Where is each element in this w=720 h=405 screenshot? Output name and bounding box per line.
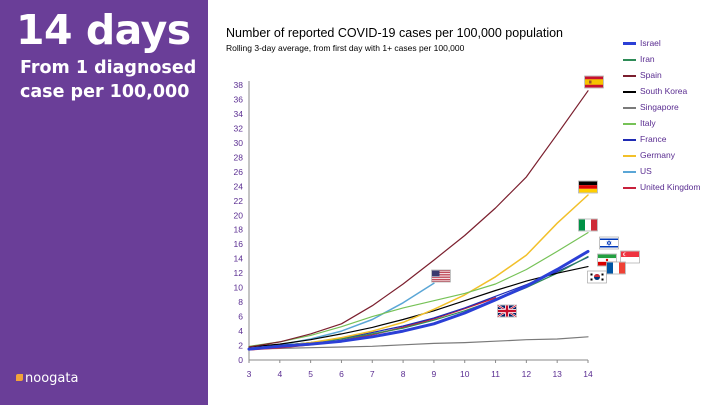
brand-name: noogata xyxy=(25,371,79,386)
uk-flag-icon xyxy=(497,304,517,318)
singapore-flag-icon xyxy=(620,250,640,264)
legend-label: US xyxy=(640,166,652,176)
y-tick-label: 0 xyxy=(238,355,243,365)
israel-flag-icon xyxy=(599,236,619,250)
y-tick-label: 26 xyxy=(234,167,244,177)
legend-item: Spain xyxy=(622,69,718,85)
y-tick-label: 34 xyxy=(234,109,244,119)
legend-swatch xyxy=(623,123,636,125)
x-tick-label: 6 xyxy=(339,369,344,379)
x-tick-label: 8 xyxy=(401,369,406,379)
legend-label: Singapore xyxy=(640,102,679,112)
legend-swatch xyxy=(623,139,636,141)
legend-swatch xyxy=(623,42,636,45)
x-tick-label: 7 xyxy=(370,369,375,379)
x-tick-label: 5 xyxy=(308,369,313,379)
series-line-iran xyxy=(248,255,589,349)
series-line-italy xyxy=(248,232,589,347)
legend-item: South Korea xyxy=(622,85,718,101)
legend-item: Israel xyxy=(622,37,718,53)
brand-logo: noogata xyxy=(16,371,78,386)
series-line-france xyxy=(248,256,589,349)
y-tick-label: 28 xyxy=(234,152,244,162)
title-panel: 14 days From 1 diagnosed case per 100,00… xyxy=(0,0,208,405)
y-tick-label: 12 xyxy=(234,268,244,278)
legend-label: South Korea xyxy=(640,86,688,96)
legend-label: Germany xyxy=(640,150,675,160)
legend-label: Israel xyxy=(640,38,661,48)
us-flag-icon xyxy=(431,269,451,283)
chart-title: Number of reported COVID-19 cases per 10… xyxy=(226,26,563,40)
legend-swatch xyxy=(623,155,636,157)
legend-item: Italy xyxy=(622,117,718,133)
x-tick-label: 4 xyxy=(277,369,282,379)
chart-legend: Israel Iran Spain South Korea Singapore Italy… xyxy=(622,37,718,197)
germany-flag-icon xyxy=(578,180,598,194)
chart-series xyxy=(247,90,590,351)
legend-swatch xyxy=(623,59,636,61)
y-tick-label: 30 xyxy=(234,138,244,148)
y-tick-label: 14 xyxy=(234,254,244,264)
legend-label: Iran xyxy=(640,54,655,64)
country-flags xyxy=(431,75,640,318)
legend-item: Singapore xyxy=(622,101,718,117)
legend-item: Germany xyxy=(622,149,718,165)
italy-flag-icon xyxy=(578,218,598,232)
france-flag-icon xyxy=(606,261,626,275)
legend-item: United Kingdom xyxy=(622,181,718,197)
y-tick-label: 4 xyxy=(238,326,243,336)
legend-swatch xyxy=(623,171,636,173)
south-korea-flag-icon xyxy=(587,270,607,284)
panel-subtitle: From 1 diagnosed case per 100,000 xyxy=(20,58,197,102)
x-tick-label: 9 xyxy=(432,369,437,379)
y-tick-label: 16 xyxy=(234,239,244,249)
legend-item: US xyxy=(622,165,718,181)
chart-subtitle: Rolling 3-day average, from first day wi… xyxy=(226,43,465,53)
panel-title: 14 days xyxy=(16,6,191,54)
spain-flag-icon xyxy=(584,75,604,89)
y-tick-label: 38 xyxy=(234,80,244,90)
y-tick-label: 20 xyxy=(234,210,244,220)
legend-label: United Kingdom xyxy=(640,182,701,192)
x-tick-label: 3 xyxy=(247,369,252,379)
y-tick-label: 24 xyxy=(234,181,244,191)
x-tick-label: 12 xyxy=(522,369,532,379)
legend-item: France xyxy=(622,133,718,149)
y-tick-label: 32 xyxy=(234,123,244,133)
noogata-logo-icon xyxy=(16,374,23,381)
legend-swatch xyxy=(623,187,636,189)
legend-label: Italy xyxy=(640,118,656,128)
legend-item: Iran xyxy=(622,53,718,69)
y-tick-label: 18 xyxy=(234,225,244,235)
y-tick-label: 8 xyxy=(238,297,243,307)
x-tick-label: 10 xyxy=(460,369,470,379)
legend-swatch xyxy=(623,75,636,77)
x-tick-label: 11 xyxy=(491,369,500,379)
legend-swatch xyxy=(623,91,636,93)
legend-swatch xyxy=(623,107,636,109)
x-tick-label: 14 xyxy=(583,369,593,379)
legend-label: Spain xyxy=(640,70,662,80)
x-tick-label: 13 xyxy=(552,369,562,379)
legend-label: France xyxy=(640,134,667,144)
series-line-israel xyxy=(247,249,590,351)
y-tick-label: 10 xyxy=(234,283,244,293)
series-line-singapore xyxy=(248,336,589,350)
y-tick-label: 36 xyxy=(234,94,244,104)
series-line-south-korea xyxy=(248,266,589,348)
y-tick-label: 22 xyxy=(234,196,244,206)
y-tick-label: 2 xyxy=(238,341,243,351)
y-tick-label: 6 xyxy=(238,312,243,322)
series-line-spain xyxy=(248,90,589,348)
